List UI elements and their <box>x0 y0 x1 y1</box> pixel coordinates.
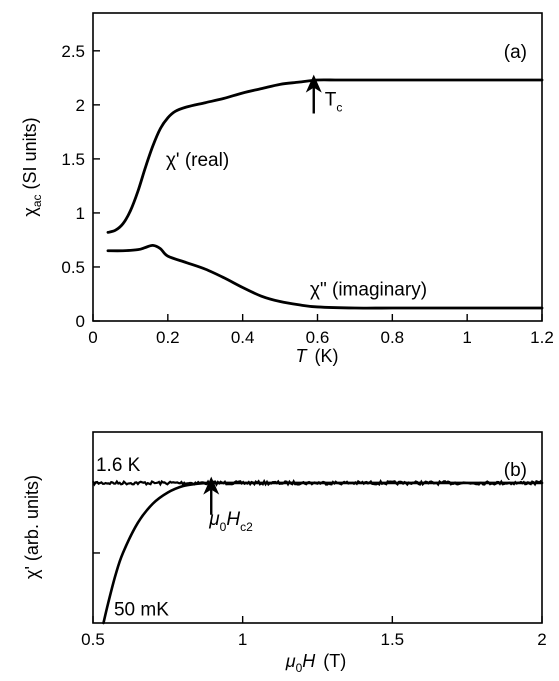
hc2-label: μ0Hc2 <box>208 509 253 534</box>
panel-a: 0 0.2 0.4 0.6 0.8 1 1.2 0 0.5 1 1.5 2 2.5 (a) T (K)… <box>20 13 554 366</box>
panel-a-y-tick-label: 2.5 <box>61 42 85 61</box>
panel-a-x-axis-unit: (K) <box>315 346 339 366</box>
panel-b-x-axis-label: μ0H (T) <box>285 651 347 675</box>
tc-label: Tc <box>325 90 343 115</box>
tc-label-main: T <box>325 90 337 111</box>
hc2-label-var-sub: c2 <box>240 520 253 534</box>
panel-a-y-axis-label: χac(SI units) <box>20 117 44 216</box>
series-label-50mk: 50 mK <box>114 600 169 621</box>
panel-b-x-axis-mu: μ <box>285 651 296 671</box>
panel-a-x-tick-label: 1.2 <box>530 328 554 347</box>
panel-a-x-tick-label: 0.2 <box>156 328 180 347</box>
panel-a-x-tick-label: 0 <box>88 328 97 347</box>
panel-a-x-tick-label: 1 <box>462 328 471 347</box>
panel-b-x-axis-var: H <box>302 651 316 671</box>
panel-b-tag: (b) <box>504 460 527 481</box>
panel-b-frame <box>93 432 542 623</box>
series-label-imaginary: χ" (imaginary) <box>310 280 427 301</box>
panel-b: 0.5 1 1.5 2 (b) μ0H (T) χ' (arb. units) 1.6 … <box>22 432 547 675</box>
panel-b-x-tick-label: 2 <box>537 630 546 649</box>
panel-b-x-ticks: 0.5 1 1.5 2 <box>81 616 547 649</box>
panel-a-y-tick-label: 1 <box>76 204 85 223</box>
panel-a-y-tick-label: 0 <box>76 312 85 331</box>
series-label-real: χ' (real) <box>166 150 229 171</box>
panel-a-y-tick-label: 0.5 <box>61 258 85 277</box>
panel-b-x-tick-label: 0.5 <box>81 630 105 649</box>
panel-a-y-ticks: 0 0.5 1 1.5 2 2.5 <box>61 42 100 331</box>
panel-b-x-tick-label: 1 <box>238 630 247 649</box>
panel-a-x-tick-label: 0.4 <box>231 328 255 347</box>
panel-a-series <box>108 80 542 308</box>
series-50mk <box>103 483 542 623</box>
series-label-1-6k: 1.6 K <box>96 455 141 476</box>
panel-a-x-ticks: 0 0.2 0.4 0.6 0.8 1 1.2 <box>88 314 554 347</box>
panel-b-x-axis-unit: (T) <box>323 651 346 671</box>
panel-a-x-tick-label: 0.6 <box>306 328 330 347</box>
panel-a-x-tick-label: 0.8 <box>381 328 405 347</box>
panel-a-y-tick-label: 2 <box>76 96 85 115</box>
hc2-label-var: H <box>226 509 240 530</box>
panel-a-frame <box>93 13 542 321</box>
panel-a-y-tick-label: 1.5 <box>61 150 85 169</box>
panel-a-x-axis-label: T (K) <box>295 346 338 366</box>
panel-b-y-ticks <box>93 483 100 553</box>
panel-b-y-axis-label: χ' (arb. units) <box>22 475 42 579</box>
hc2-label-mu: μ <box>208 509 220 530</box>
panel-a-x-axis-var: T <box>295 346 308 366</box>
panel-a-y-axis-subscript: ac <box>30 194 44 207</box>
panel-a-tag: (a) <box>504 42 527 63</box>
panel-b-x-tick-label: 1.5 <box>381 630 405 649</box>
tc-label-sub: c <box>336 101 342 115</box>
panel-a-y-axis-unit: (SI units) <box>20 117 40 189</box>
